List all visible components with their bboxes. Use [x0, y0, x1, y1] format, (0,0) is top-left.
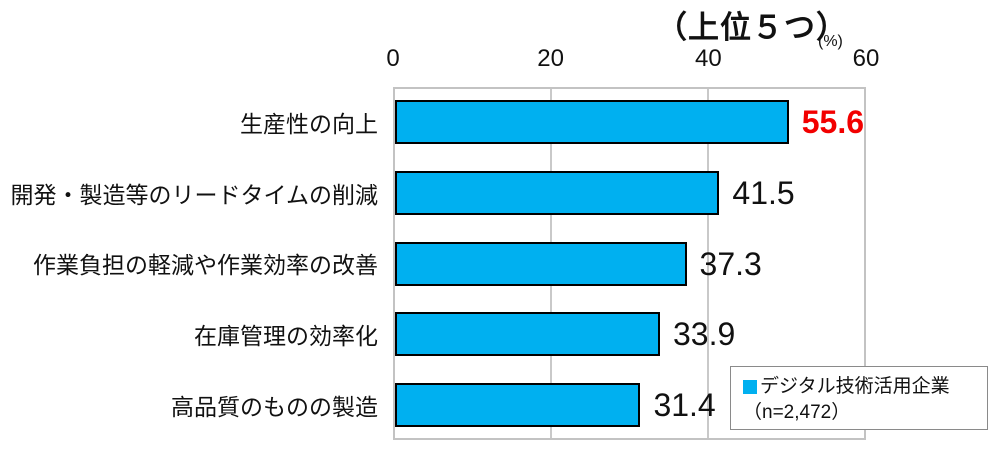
x-tick-label: 0: [386, 45, 400, 72]
axis-unit-label: (%): [818, 33, 843, 50]
bar-value-label: 41.5: [732, 174, 795, 211]
bar-row: 37.3: [395, 241, 864, 286]
bar-value-label: 33.9: [672, 316, 736, 353]
bar-row: 41.5: [395, 170, 864, 215]
legend-series-marker-icon: [743, 379, 757, 394]
legend-entry: デジタル技術活用企業: [743, 374, 977, 400]
category-label: 在庫管理の効率化: [194, 323, 378, 350]
bar: [395, 312, 660, 357]
bar-value-label: 31.4: [653, 386, 716, 423]
category-label: 生産性の向上: [240, 111, 378, 138]
bar: [395, 241, 687, 286]
bar-value-label: 55.6: [801, 104, 864, 141]
x-axis-tick-row: 0 20 40 60: [386, 45, 879, 72]
bar: [395, 382, 641, 427]
category-label: 開発・製造等のリードタイムの削減: [10, 181, 378, 208]
x-tick-label: 60: [852, 45, 880, 72]
legend-series-label: デジタル技術活用企業: [760, 376, 950, 397]
category-axis-labels: 生産性の向上開発・製造等のリードタイムの削減作業負担の軽減や作業効率の改善在庫管…: [0, 87, 386, 440]
x-tick-label: 40: [694, 45, 722, 72]
x-tick-label: 20: [537, 45, 565, 72]
bar-row: 31.4: [395, 382, 864, 427]
bar-row: 55.6: [395, 100, 864, 145]
legend-sample-size: （n=2,472）: [743, 401, 851, 423]
category-label: 作業負担の軽減や作業効率の改善: [33, 252, 378, 279]
bar: [395, 170, 720, 215]
bar: [395, 100, 789, 145]
bar-row: 33.9: [395, 312, 864, 357]
category-label: 高品質のものの製造: [171, 393, 378, 420]
legend-box: デジタル技術活用企業 （n=2,472）: [730, 366, 988, 430]
bar-value-label: 37.3: [699, 245, 762, 282]
chart-title: （上位５つ）: [656, 10, 848, 45]
gridline: [706, 89, 709, 438]
